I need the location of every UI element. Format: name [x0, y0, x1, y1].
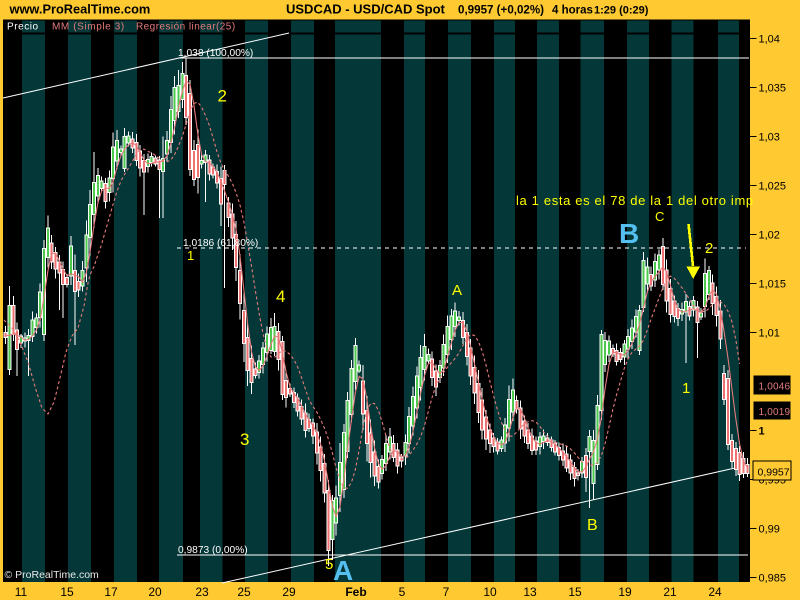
svg-text:25: 25 — [237, 585, 251, 599]
svg-text:13: 13 — [523, 585, 537, 599]
svg-text:1,025: 1,025 — [759, 181, 787, 193]
svg-text:0,9957: 0,9957 — [758, 467, 790, 479]
svg-text:1,015: 1,015 — [759, 279, 787, 291]
svg-text:23: 23 — [195, 585, 209, 599]
svg-text:0,9957 (+0,02%): 0,9957 (+0,02%) — [458, 4, 544, 17]
svg-text:0,9873 (0,00%): 0,9873 (0,00%) — [178, 545, 248, 556]
svg-text:21: 21 — [663, 585, 677, 599]
svg-text:4 horas: 4 horas — [552, 5, 593, 17]
svg-text:www.ProRealTime.com: www.ProRealTime.com — [9, 2, 151, 17]
svg-text:17: 17 — [104, 585, 118, 599]
svg-text:1,04: 1,04 — [759, 34, 780, 46]
svg-text:10: 10 — [483, 585, 497, 599]
svg-text:1:29 (0:29): 1:29 (0:29) — [594, 5, 649, 17]
svg-text:11: 11 — [15, 585, 28, 599]
svg-text:1: 1 — [682, 380, 690, 397]
svg-text:5: 5 — [325, 556, 333, 573]
svg-text:1,0019: 1,0019 — [759, 407, 791, 418]
svg-text:Precio: Precio — [7, 22, 39, 33]
svg-text:A: A — [333, 555, 353, 586]
svg-text:1,03: 1,03 — [759, 132, 780, 144]
svg-text:1,0186 (61,80%): 1,0186 (61,80%) — [183, 238, 258, 249]
svg-text:Feb: Feb — [345, 585, 366, 599]
svg-text:29: 29 — [282, 585, 296, 599]
svg-text:0,99: 0,99 — [759, 524, 780, 536]
svg-text:A: A — [452, 282, 462, 299]
svg-text:B: B — [587, 517, 598, 534]
svg-text:C: C — [655, 209, 664, 224]
svg-text:20: 20 — [148, 585, 162, 599]
svg-text:la 1 esta es el 78 de la 1 del: la 1 esta es el 78 de la 1 del otro imp — [516, 193, 754, 208]
svg-text:1,038 (100,00%): 1,038 (100,00%) — [178, 48, 253, 59]
svg-text:1: 1 — [759, 426, 765, 438]
svg-text:2: 2 — [218, 87, 227, 106]
svg-text:© ProRealTime.com: © ProRealTime.com — [5, 569, 100, 581]
svg-text:MM (Simple 3): MM (Simple 3) — [52, 22, 125, 33]
svg-text:Regresión linear(25): Regresión linear(25) — [136, 22, 236, 33]
svg-text:1,0046: 1,0046 — [759, 382, 791, 393]
svg-text:USDCAD - USD/CAD Spot: USDCAD - USD/CAD Spot — [286, 2, 446, 17]
svg-text:7: 7 — [443, 585, 450, 599]
svg-text:1,01: 1,01 — [759, 328, 780, 340]
svg-text:2: 2 — [705, 240, 713, 257]
svg-text:5: 5 — [399, 585, 406, 599]
svg-text:1: 1 — [187, 248, 194, 263]
svg-text:4: 4 — [276, 287, 285, 306]
svg-text:3: 3 — [240, 430, 249, 449]
svg-text:15: 15 — [568, 585, 582, 599]
svg-text:19: 19 — [618, 585, 632, 599]
svg-text:1,02: 1,02 — [759, 230, 780, 242]
svg-text:B: B — [619, 218, 639, 249]
svg-text:24: 24 — [708, 585, 722, 599]
svg-text:15: 15 — [60, 585, 74, 599]
svg-text:0,985: 0,985 — [759, 573, 787, 585]
svg-text:1,035: 1,035 — [759, 83, 787, 95]
